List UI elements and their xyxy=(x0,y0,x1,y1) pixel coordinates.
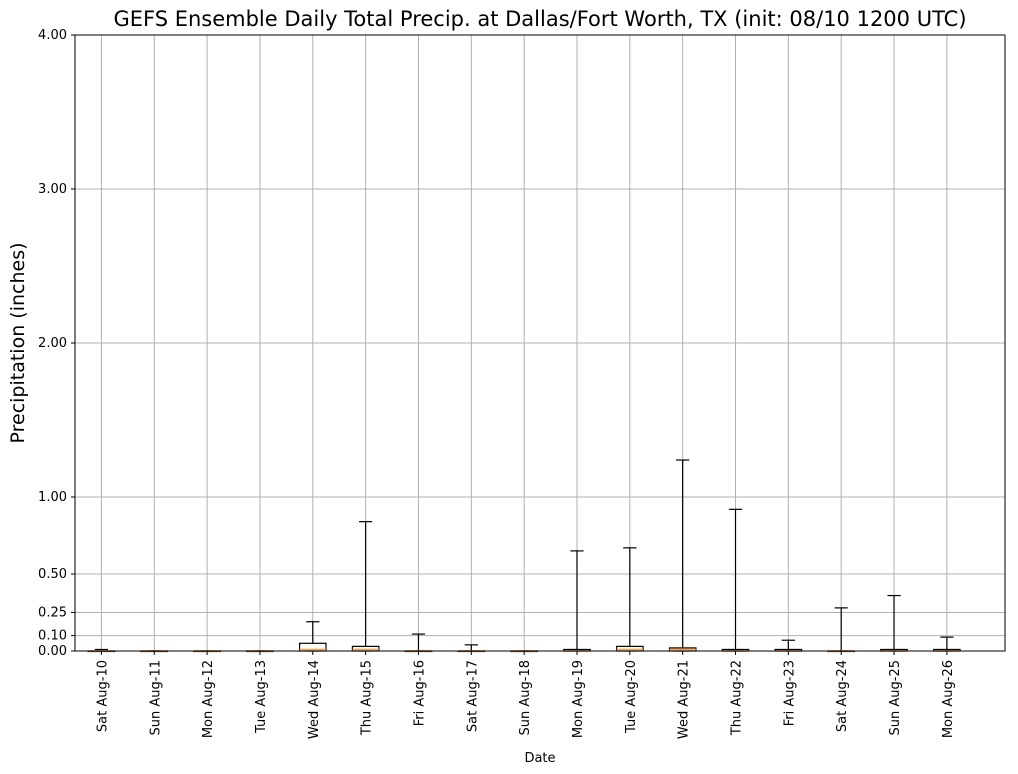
x-tick-label: Tue Aug-20 xyxy=(624,660,639,734)
y-tick-label: 4.00 xyxy=(38,28,67,43)
x-tick-label: Fri Aug-23 xyxy=(782,660,797,726)
x-tick-label: Sat Aug-17 xyxy=(465,660,480,732)
x-tick-label: Thu Aug-15 xyxy=(360,660,375,736)
chart-title: GEFS Ensemble Daily Total Precip. at Dal… xyxy=(113,7,966,31)
y-tick-label: 0.50 xyxy=(38,567,67,582)
x-tick-label: Mon Aug-12 xyxy=(201,660,216,738)
y-tick-label: 0.25 xyxy=(38,606,67,621)
x-tick-label: Sat Aug-10 xyxy=(95,660,110,732)
box-body xyxy=(616,645,644,652)
y-tick-label: 1.00 xyxy=(38,490,67,505)
y-tick-label: 2.00 xyxy=(38,336,67,351)
grid xyxy=(75,34,1005,652)
y-tick-label: 3.00 xyxy=(38,182,67,197)
x-tick-label: Sun Aug-25 xyxy=(888,660,903,735)
x-tick-label: Mon Aug-19 xyxy=(571,660,586,738)
x-tick-label: Wed Aug-21 xyxy=(677,660,692,739)
x-axis-label: Date xyxy=(524,751,555,766)
box-14 xyxy=(827,607,856,653)
y-tick-label: 0.00 xyxy=(38,644,67,659)
x-tick-label: Tue Aug-13 xyxy=(254,660,269,734)
y-tick-label: 0.10 xyxy=(38,629,67,644)
box-13 xyxy=(774,639,803,652)
x-tick-label: Sun Aug-18 xyxy=(518,660,533,735)
x-tick-label: Sat Aug-24 xyxy=(835,660,850,732)
box-10 xyxy=(616,547,644,652)
x-ticks: Sat Aug-10 Sun Aug-11 Mon Aug-12 Tue Aug-13… xyxy=(95,651,956,739)
box-16 xyxy=(933,636,961,652)
y-ticks: 0.000.10 0.25 0.50 1.00 2.00 3.00 4.00 xyxy=(38,28,75,659)
x-tick-label: Wed Aug-14 xyxy=(307,660,322,739)
box-5 xyxy=(351,521,380,652)
x-tick-label: Fri Aug-16 xyxy=(412,660,427,726)
box-6 xyxy=(404,633,433,653)
box-15 xyxy=(880,594,908,652)
x-tick-label: Mon Aug-26 xyxy=(941,660,956,738)
box-12 xyxy=(721,508,750,652)
y-axis-label: Precipitation (inches) xyxy=(7,242,29,443)
x-tick-label: Thu Aug-22 xyxy=(730,660,745,736)
box-body xyxy=(351,645,380,652)
box-11 xyxy=(668,459,697,652)
x-tick-label: Sun Aug-11 xyxy=(148,660,163,735)
box-4 xyxy=(298,621,327,652)
